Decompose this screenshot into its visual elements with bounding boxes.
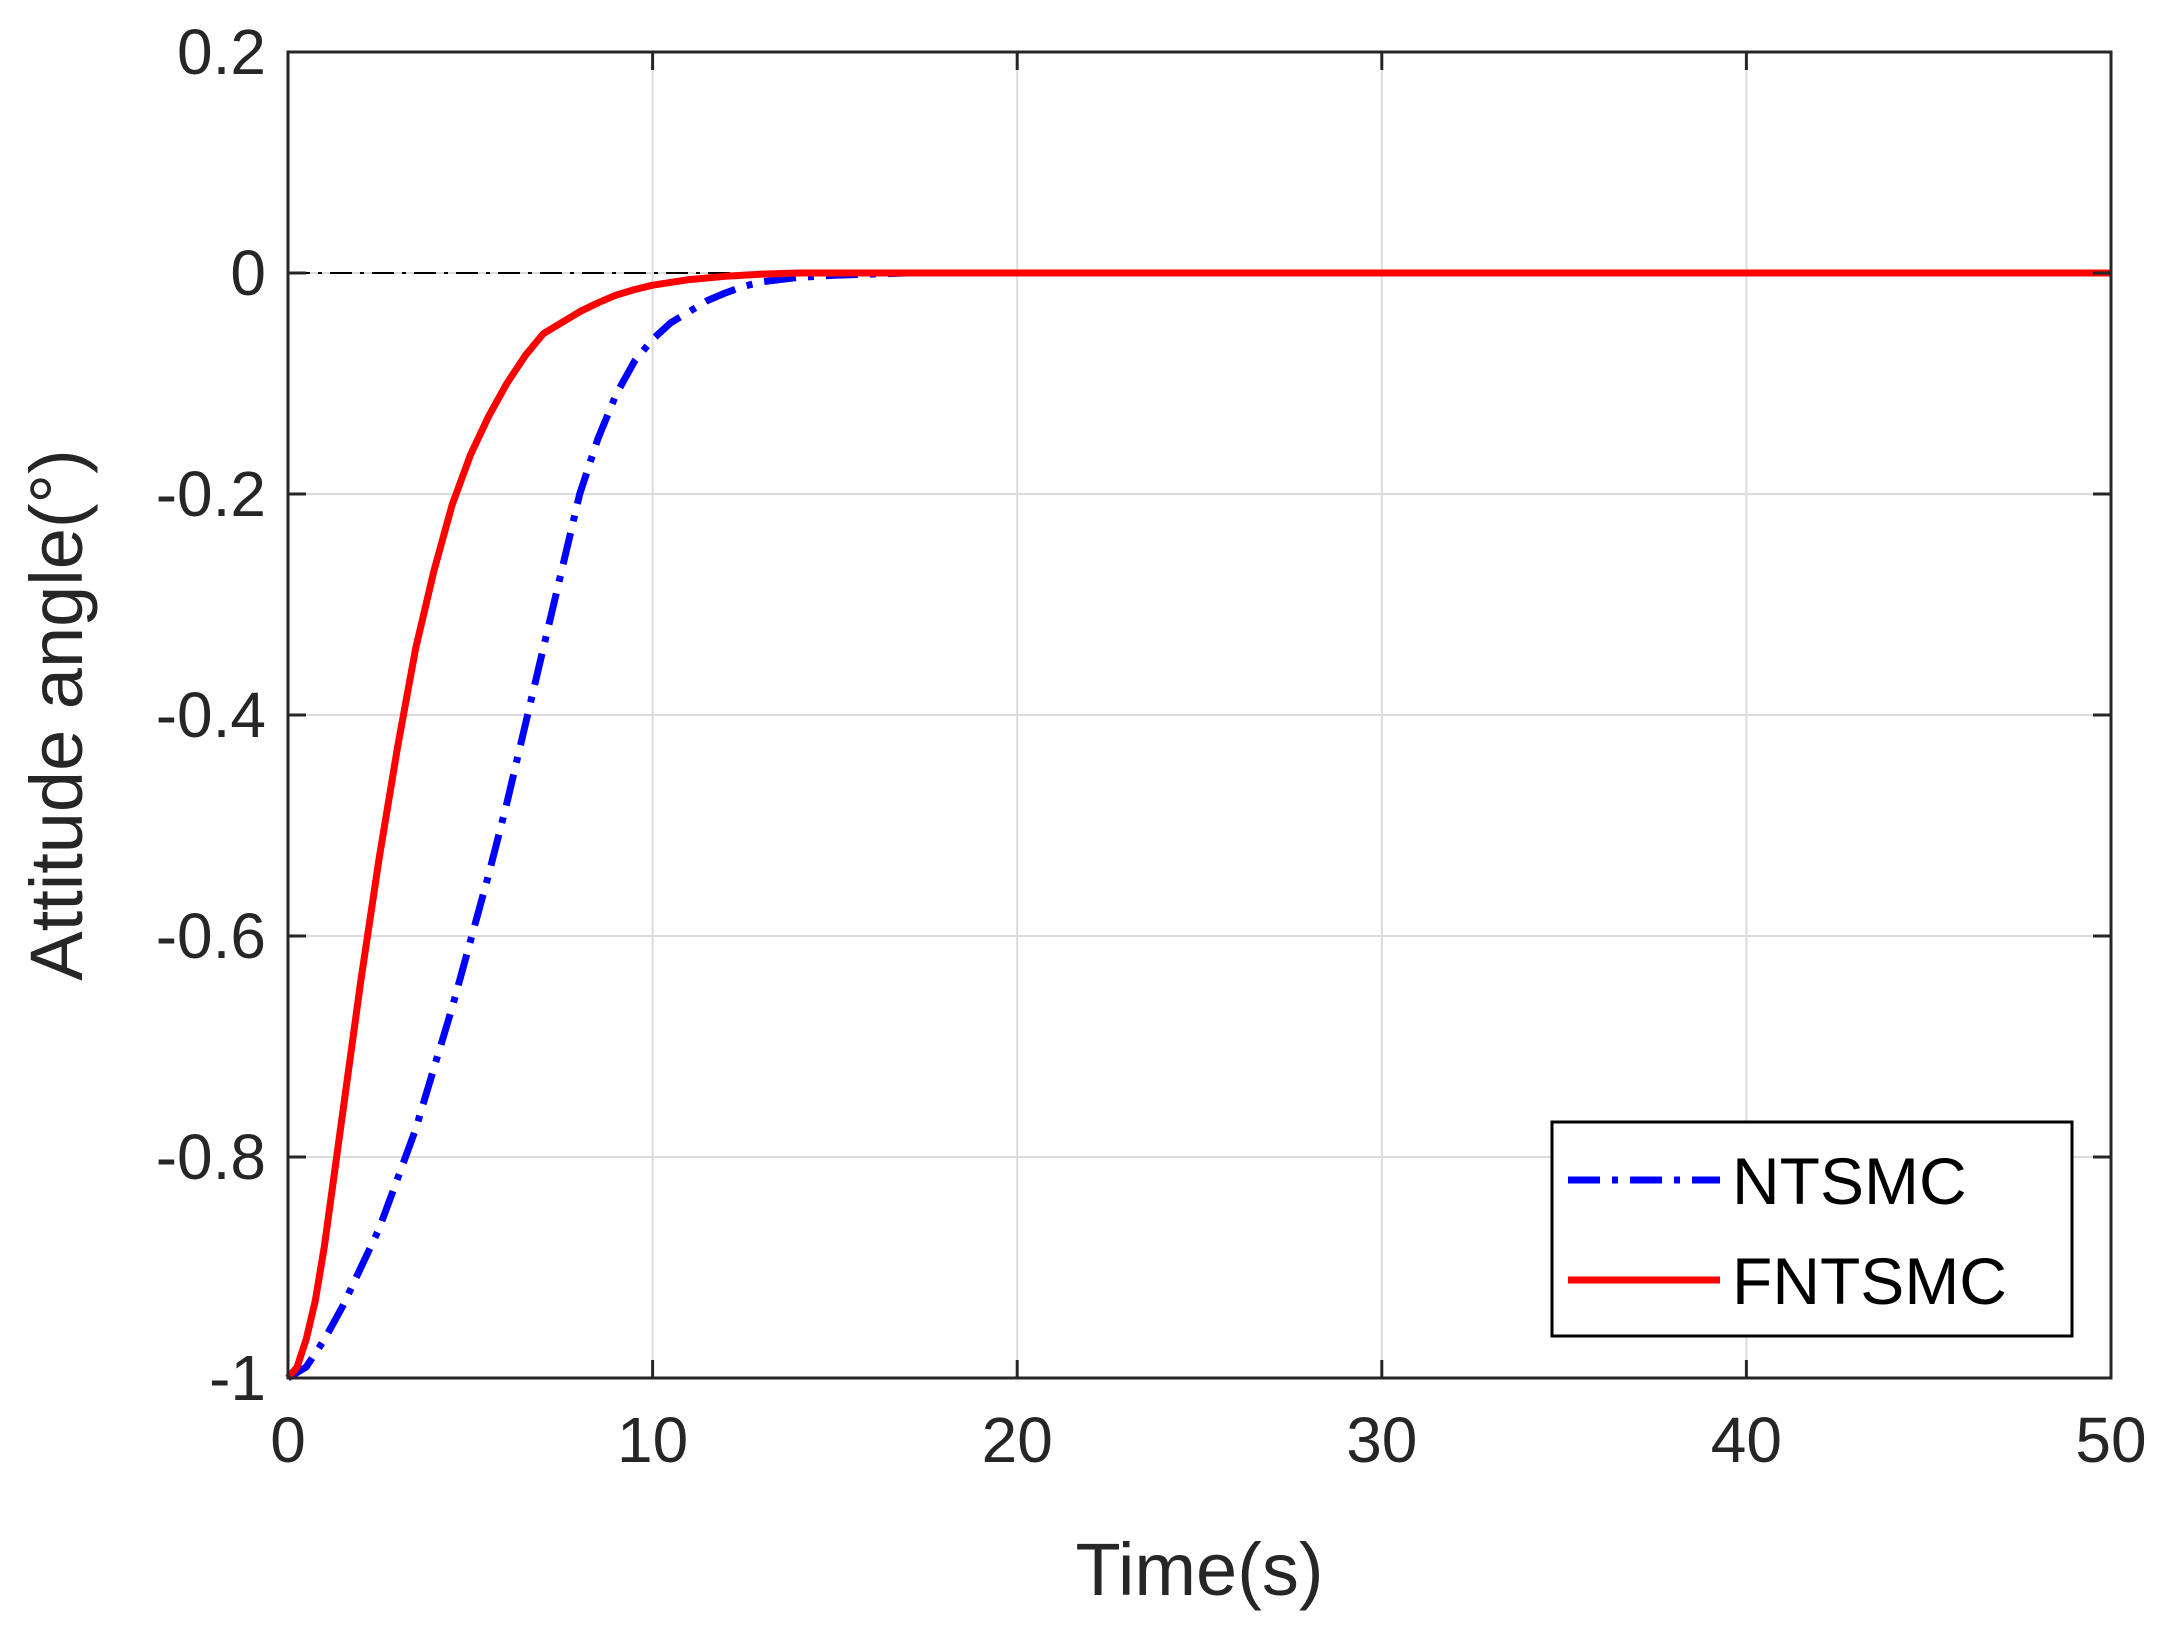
tick-marks xyxy=(286,50,2113,1380)
x-tick-label: 20 xyxy=(982,1404,1053,1476)
y-axis-label: Attitude angle(°) xyxy=(15,449,98,980)
legend: NTSMC FNTSMC xyxy=(1550,1120,2074,1338)
y-tick-label: 0 xyxy=(230,237,266,309)
x-tick-label: 10 xyxy=(617,1404,688,1476)
legend-label-fntsmc: FNTSMC xyxy=(1732,1244,2007,1318)
series-line-fntsmc xyxy=(285,269,2111,1381)
x-tick-labels: 0 10 20 30 40 50 xyxy=(270,1404,2146,1476)
legend-label-ntsmc: NTSMC xyxy=(1732,1144,1967,1218)
y-tick-labels: -1 -0.8 -0.6 -0.4 -0.2 0 0.2 xyxy=(156,16,266,1414)
x-axis-label: Time(s) xyxy=(1076,1528,1324,1611)
series-group xyxy=(285,269,2111,1381)
y-tick-label: -0.2 xyxy=(156,458,266,530)
y-tick-label: -0.8 xyxy=(156,1121,266,1193)
y-tick-label: -1 xyxy=(209,1342,266,1414)
y-tick-label: -0.6 xyxy=(156,900,266,972)
x-tick-label: 30 xyxy=(1346,1404,1417,1476)
y-tick-label: 0.2 xyxy=(177,16,266,88)
x-tick-label: 0 xyxy=(270,1404,306,1476)
x-tick-label: 50 xyxy=(2075,1404,2146,1476)
y-tick-label: -0.4 xyxy=(156,679,266,751)
series-line-ntsmc xyxy=(286,269,2111,1381)
x-tick-label: 40 xyxy=(1711,1404,1782,1476)
legend-box xyxy=(1550,1120,2074,1338)
